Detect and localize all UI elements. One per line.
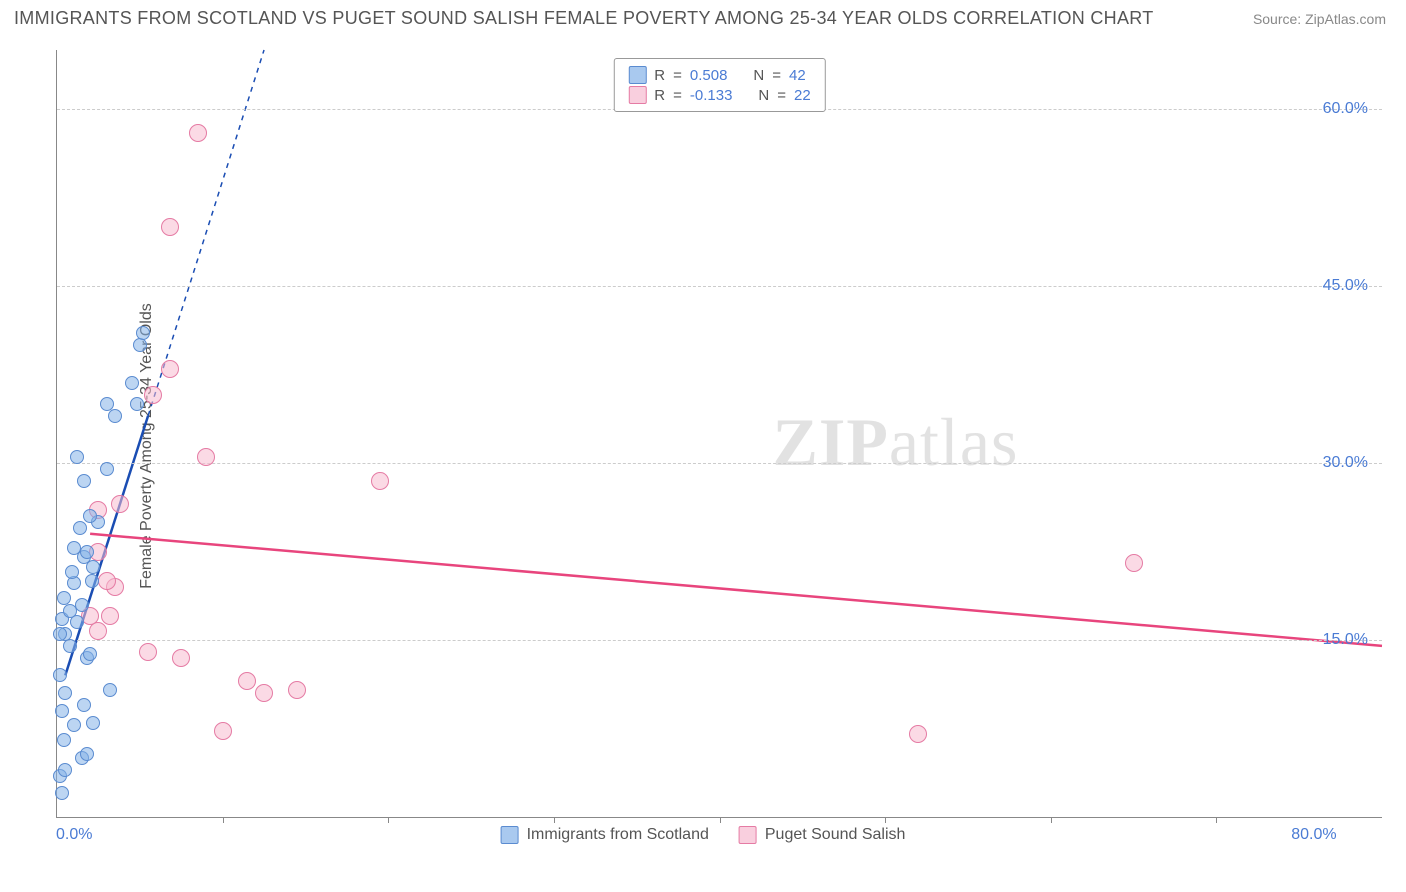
grid-line-h bbox=[57, 640, 1382, 641]
legend-label-pink: Puget Sound Salish bbox=[765, 826, 906, 844]
blue-data-point bbox=[55, 704, 69, 718]
blue-data-point bbox=[136, 326, 150, 340]
r-value-blue: 0.508 bbox=[690, 67, 728, 84]
grid-line-h bbox=[57, 286, 1382, 287]
blue-data-point bbox=[77, 474, 91, 488]
blue-data-point bbox=[67, 718, 81, 732]
legend-correlation-stats: R = 0.508 N = 42 R = -0.133 N = 22 bbox=[613, 58, 825, 112]
n-label: N bbox=[753, 67, 764, 84]
x-tick-mark bbox=[388, 817, 389, 823]
pink-data-point bbox=[161, 218, 179, 236]
x-tick-mark bbox=[1051, 817, 1052, 823]
blue-data-point bbox=[57, 591, 71, 605]
r-label: R bbox=[654, 67, 665, 84]
blue-data-point bbox=[65, 565, 79, 579]
blue-data-point bbox=[70, 615, 84, 629]
grid-line-h bbox=[57, 463, 1382, 464]
n-label: N bbox=[758, 87, 769, 104]
blue-data-point bbox=[53, 668, 67, 682]
r-value-pink: -0.133 bbox=[690, 87, 733, 104]
pink-data-point bbox=[238, 672, 256, 690]
blue-data-point bbox=[86, 716, 100, 730]
pink-data-point bbox=[288, 681, 306, 699]
blue-data-point bbox=[133, 338, 147, 352]
x-tick-min: 0.0% bbox=[56, 826, 92, 844]
r-label: R bbox=[654, 87, 665, 104]
pink-data-point bbox=[909, 725, 927, 743]
blue-data-point bbox=[80, 545, 94, 559]
y-tick-label: 60.0% bbox=[1323, 100, 1368, 118]
pink-data-point bbox=[214, 722, 232, 740]
chart-header: IMMIGRANTS FROM SCOTLAND VS PUGET SOUND … bbox=[0, 0, 1406, 33]
blue-data-point bbox=[108, 409, 122, 423]
blue-data-point bbox=[85, 574, 99, 588]
pink-data-point bbox=[172, 649, 190, 667]
x-tick-mark bbox=[1216, 817, 1217, 823]
blue-data-point bbox=[53, 627, 67, 641]
blue-data-point bbox=[70, 450, 84, 464]
blue-data-point bbox=[73, 521, 87, 535]
blue-data-point bbox=[55, 786, 69, 800]
swatch-blue-icon bbox=[628, 66, 646, 84]
pink-data-point bbox=[255, 684, 273, 702]
chart-area: Female Poverty Among 25-34 Year Olds ZIP… bbox=[14, 40, 1392, 852]
trend-lines bbox=[57, 50, 1382, 817]
x-tick-mark bbox=[554, 817, 555, 823]
chart-source: Source: ZipAtlas.com bbox=[1253, 11, 1386, 27]
blue-data-point bbox=[103, 683, 117, 697]
blue-data-point bbox=[75, 598, 89, 612]
scatter-plot: ZIPatlas R = 0.508 N = 42 R = -0.133 N = bbox=[56, 50, 1382, 818]
pink-data-point bbox=[189, 124, 207, 142]
legend-series: Immigrants from Scotland Puget Sound Sal… bbox=[501, 826, 906, 844]
blue-data-point bbox=[100, 462, 114, 476]
pink-data-point bbox=[144, 386, 162, 404]
blue-data-point bbox=[100, 397, 114, 411]
pink-data-point bbox=[161, 360, 179, 378]
blue-data-point bbox=[77, 698, 91, 712]
blue-data-point bbox=[83, 509, 97, 523]
n-value-pink: 22 bbox=[794, 87, 811, 104]
y-tick-label: 45.0% bbox=[1323, 277, 1368, 295]
blue-data-point bbox=[130, 397, 144, 411]
legend-row-blue: R = 0.508 N = 42 bbox=[628, 65, 810, 85]
pink-data-point bbox=[139, 643, 157, 661]
swatch-pink-icon bbox=[628, 86, 646, 104]
swatch-blue-icon bbox=[501, 826, 519, 844]
blue-data-point bbox=[125, 376, 139, 390]
blue-data-point bbox=[58, 686, 72, 700]
blue-data-point bbox=[67, 541, 81, 555]
swatch-pink-icon bbox=[739, 826, 757, 844]
y-tick-label: 30.0% bbox=[1323, 454, 1368, 472]
pink-data-point bbox=[197, 448, 215, 466]
blue-data-point bbox=[80, 747, 94, 761]
blue-data-point bbox=[83, 647, 97, 661]
blue-data-point bbox=[58, 763, 72, 777]
legend-item-pink: Puget Sound Salish bbox=[739, 826, 906, 844]
x-tick-mark bbox=[885, 817, 886, 823]
n-value-blue: 42 bbox=[789, 67, 806, 84]
chart-title: IMMIGRANTS FROM SCOTLAND VS PUGET SOUND … bbox=[14, 8, 1154, 29]
pink-data-point bbox=[111, 495, 129, 513]
legend-label-blue: Immigrants from Scotland bbox=[527, 826, 709, 844]
pink-data-point bbox=[371, 472, 389, 490]
x-tick-mark bbox=[223, 817, 224, 823]
x-tick-mark bbox=[720, 817, 721, 823]
pink-data-point bbox=[101, 607, 119, 625]
legend-item-blue: Immigrants from Scotland bbox=[501, 826, 709, 844]
watermark: ZIPatlas bbox=[773, 403, 1019, 482]
x-tick-max: 80.0% bbox=[1291, 826, 1336, 844]
pink-data-point bbox=[98, 572, 116, 590]
legend-row-pink: R = -0.133 N = 22 bbox=[628, 85, 810, 105]
blue-data-point bbox=[57, 733, 71, 747]
y-tick-label: 15.0% bbox=[1323, 631, 1368, 649]
blue-data-point bbox=[67, 576, 81, 590]
pink-data-point bbox=[1125, 554, 1143, 572]
